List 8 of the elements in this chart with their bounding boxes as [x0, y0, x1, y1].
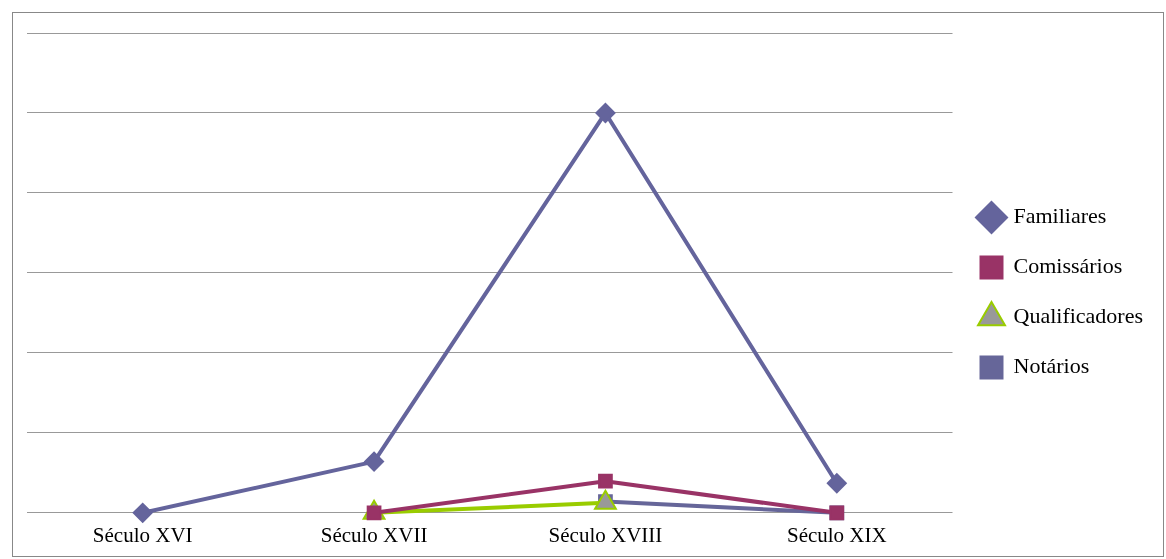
legend-label: Notários [1013, 353, 1090, 379]
x-tick-label: Século XVI [92, 522, 193, 547]
x-tick-label: Século XVIII [548, 522, 663, 547]
x-tick-label: Século XVII [320, 522, 428, 547]
legend-label: Familiares [1013, 203, 1107, 229]
legend-label: Qualificadores [1013, 303, 1143, 329]
legend-label: Comissários [1013, 253, 1123, 279]
x-tick-label: Século XIX [786, 522, 887, 547]
